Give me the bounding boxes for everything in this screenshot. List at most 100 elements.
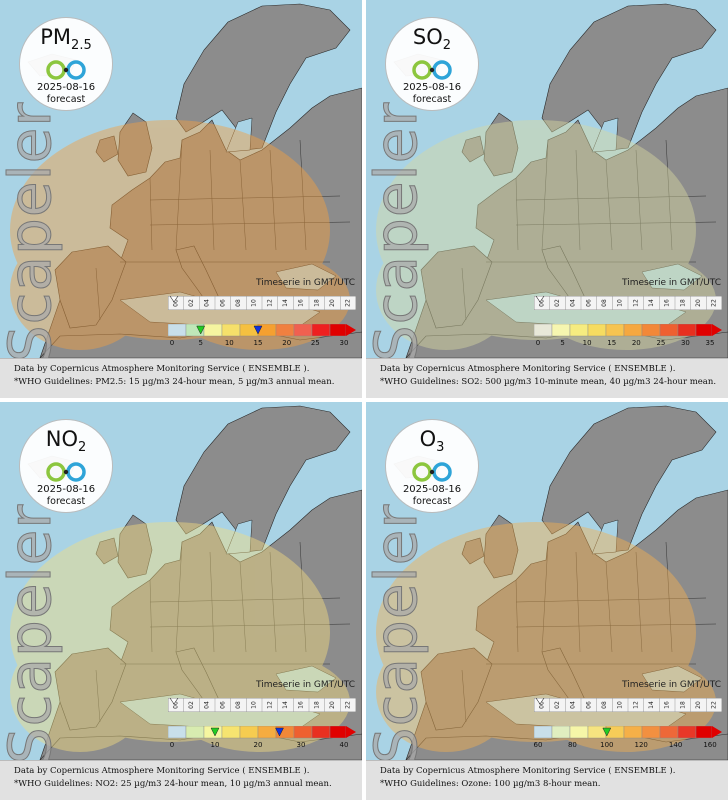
scandinavia xyxy=(541,405,717,553)
legend-tick-label: 35 xyxy=(706,339,715,346)
timeserie-label: Timeserie in GMT/UTC xyxy=(256,278,356,288)
timeline-hour-label: 20 xyxy=(695,299,702,307)
timeline-hour-label: 14 xyxy=(282,701,289,709)
timeserie-label: Timeserie in GMT/UTC xyxy=(622,680,722,690)
legend-tick-label: 20 xyxy=(254,741,263,748)
legend-swatch xyxy=(695,324,713,337)
timeline-hour-label: 08 xyxy=(601,701,608,709)
timeline-hour-label: 06 xyxy=(585,299,592,307)
country-border xyxy=(95,669,101,723)
country-border xyxy=(149,623,351,628)
legend-swatch xyxy=(534,324,553,337)
legend-swatch xyxy=(551,324,571,337)
country-border xyxy=(461,267,467,321)
logo-left-loop xyxy=(412,462,432,482)
logo-left-loop xyxy=(46,462,66,482)
timeline-hour-label: 04 xyxy=(570,701,577,709)
legend-swatch xyxy=(221,324,241,337)
legend-tick-label: 160 xyxy=(703,741,716,748)
country-border xyxy=(95,267,101,321)
timeline-hour-label: 22 xyxy=(345,299,352,307)
legend-swatch xyxy=(534,726,553,739)
timeline-hour-label: 12 xyxy=(266,701,273,709)
pollution-haze xyxy=(10,522,330,742)
pollution-haze xyxy=(376,230,516,350)
country-border xyxy=(665,541,673,653)
legend-swatch xyxy=(221,726,241,739)
legend-tick-label: 80 xyxy=(568,741,577,748)
ireland xyxy=(95,537,119,565)
logo-right-loop xyxy=(432,462,452,482)
legend-swatch xyxy=(623,324,643,337)
timeline-hour-label: 16 xyxy=(298,299,305,307)
who-marker xyxy=(275,727,284,737)
ireland xyxy=(461,135,485,163)
british-isles xyxy=(117,514,153,579)
country-border xyxy=(515,221,717,226)
who-marker xyxy=(602,727,612,737)
timeline-hour-label: 08 xyxy=(235,701,242,709)
timeline-hour-label: 16 xyxy=(664,701,671,709)
forecast-label: forecast xyxy=(46,94,86,106)
legend-tick-label: 30 xyxy=(340,339,349,346)
timeline-slider[interactable]: 00 02 04 06 08 10 12 14 16 18 20 22 xyxy=(534,296,722,310)
country-border xyxy=(541,541,549,653)
timeline-hour-label: 22 xyxy=(711,299,718,307)
legend-swatch xyxy=(239,726,259,739)
pollutant-badge: SO2 2025-08-16 forecast xyxy=(386,18,478,110)
country-border xyxy=(175,541,183,653)
timeline-hour-label: 18 xyxy=(313,701,320,709)
timeline-hour-label: 16 xyxy=(298,701,305,709)
legend-swatch xyxy=(257,726,277,739)
country-border xyxy=(175,139,183,251)
legend-swatch xyxy=(311,324,331,337)
black-sea xyxy=(275,263,337,291)
timeline-slider[interactable]: 00 02 04 06 08 10 12 14 16 18 20 22 xyxy=(168,296,356,310)
legend-swatch xyxy=(311,726,331,739)
timeline-hour-label: 20 xyxy=(329,299,336,307)
legend-tick-label: 0 xyxy=(536,339,540,346)
guideline-text: *WHO Guidelines: Ozone: 100 µg/m3 8-hour… xyxy=(380,779,601,789)
color-legend: Max6080100120140160WHO xyxy=(534,726,722,748)
timeline-hour-label: 12 xyxy=(632,299,639,307)
legend-max-label: Max xyxy=(708,726,721,727)
country-border xyxy=(149,221,351,226)
timeline-hour-label: 12 xyxy=(266,299,273,307)
timeline-hour-label: 18 xyxy=(313,299,320,307)
country-border xyxy=(461,669,467,723)
country-border xyxy=(635,149,643,251)
timeline-hour-label: 14 xyxy=(282,299,289,307)
logo-left-loop xyxy=(412,60,432,80)
country-border xyxy=(269,551,277,653)
source-text: Data by Copernicus Atmosphere Monitoring… xyxy=(14,364,310,374)
timeline-hour-label: 10 xyxy=(251,701,258,709)
timeline-slider[interactable]: 00 02 04 06 08 10 12 14 16 18 20 22 xyxy=(168,698,356,712)
legend-tick-label: 0 xyxy=(170,741,174,748)
scapeler-logo-icon xyxy=(46,60,86,80)
baltic-sea xyxy=(591,117,619,153)
logo-left-loop xyxy=(46,60,66,80)
footer: Data by Copernicus Atmosphere Monitoring… xyxy=(0,358,362,398)
timeline-hour-label: 00 xyxy=(538,701,545,709)
legend-swatch xyxy=(587,324,607,337)
legend-tick-label: 10 xyxy=(583,339,592,346)
legend-arrow xyxy=(712,324,722,336)
timeline-slider[interactable]: 00 02 04 06 08 10 12 14 16 18 20 22 xyxy=(534,698,722,712)
timeline-hour-label: 04 xyxy=(570,299,577,307)
timeline-hour-label: 12 xyxy=(632,701,639,709)
timeline-hour-label: 04 xyxy=(204,701,211,709)
timeline-hour-label: 06 xyxy=(219,701,226,709)
legend-swatch xyxy=(659,726,679,739)
legend-swatch xyxy=(677,726,697,739)
timeline-marker xyxy=(535,698,545,705)
panel-so2: Scapeler SO2 2025-08-16 forecast Timeser… xyxy=(366,0,728,398)
legend-swatch xyxy=(203,324,223,337)
country-border xyxy=(515,579,519,653)
timeline-hour-label: 00 xyxy=(172,299,179,307)
pollution-haze xyxy=(376,120,696,340)
british-isles xyxy=(117,112,153,177)
legend-max-label: Max xyxy=(342,726,355,727)
timeline-hour-label: 18 xyxy=(679,701,686,709)
timeline-hour-label: 06 xyxy=(219,299,226,307)
timeserie-label: Timeserie in GMT/UTC xyxy=(256,680,356,690)
